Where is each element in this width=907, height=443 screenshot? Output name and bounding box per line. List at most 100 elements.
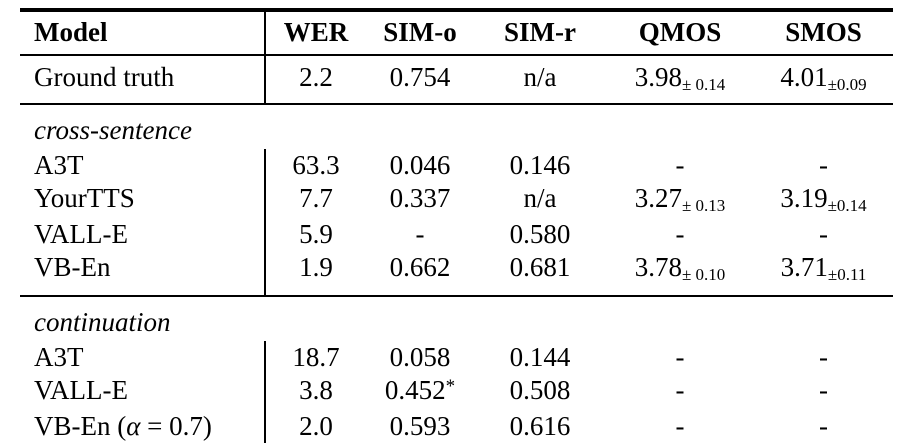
value: 0.508 [509,375,571,405]
model-label: VB-En [34,252,111,282]
cell-wer: 2.0 [265,410,366,443]
col-header-wer: WER [283,17,349,47]
cell-qmos: - [606,149,754,182]
model-label: VALL-E [34,219,128,249]
col-header-smos: SMOS [785,17,862,47]
cell-smos: 3.19±0.14 [754,182,893,218]
model-label: A3T [34,150,84,180]
stddev-subscript: ± 0.13 [681,196,726,215]
value: 5.9 [299,219,333,249]
cell-smos: - [754,374,893,410]
value: - [675,342,685,372]
cell-wer: 2.2 [265,55,366,104]
value: - [415,219,425,249]
value: 3.98 [634,62,682,92]
cell-wer: 18.7 [265,341,366,374]
cell-model: VALL-E [20,374,266,410]
results-table: Model WER SIM-o SIM-r QMOS SMOS Ground t… [20,8,893,443]
cell-wer: 3.8 [265,374,366,410]
value: 0.662 [389,252,451,282]
cell-sim-r: n/a [474,55,606,104]
value: 3.71 [780,252,828,282]
stddev-subscript: ±0.11 [827,265,867,284]
cell-sim-r: 0.144 [474,341,606,374]
stddev-subscript: ± 0.10 [681,265,726,284]
cell-model: VB-En [20,251,266,296]
stddev-subscript: ± 0.14 [681,75,726,94]
model-label: YourTTS [34,183,135,213]
cell-sim-r: 0.146 [474,149,606,182]
header-row: Model WER SIM-o SIM-r QMOS SMOS [20,10,893,55]
cell-sim-r: n/a [474,182,606,218]
value: 2.2 [299,62,333,92]
section-label-text: continuation [34,307,171,337]
value: - [819,411,828,441]
cell-model: A3T [20,341,266,374]
value: 0.580 [509,219,571,249]
table-row: VALL-E 3.8 0.452* 0.508 - - [20,374,893,410]
cell-sim-r: 0.616 [474,410,606,443]
cell-smos: - [754,341,893,374]
col-header-sim-o: SIM-o [383,17,457,47]
cell-qmos: - [606,374,754,410]
model-label: VALL-E [34,375,128,405]
cell-qmos: - [606,410,754,443]
asterisk-superscript: * [445,376,456,397]
table-row: YourTTS 7.7 0.337 n/a 3.27± 0.13 3.19±0.… [20,182,893,218]
value: - [819,150,828,180]
value: 0.754 [389,62,451,92]
cell-wer: 7.7 [265,182,366,218]
value: 4.01 [780,62,828,92]
cell-qmos: 3.98± 0.14 [606,55,754,104]
value: 3.19 [780,183,828,213]
table-row: VB-En 1.9 0.662 0.681 3.78± 0.10 3.71±0.… [20,251,893,296]
model-label-suffix: = 0.7) [140,411,212,441]
cell-model: A3T [20,149,266,182]
cell-smos: - [754,218,893,251]
cell-sim-r: 0.681 [474,251,606,296]
value: 0.144 [509,342,571,372]
cell-smos: 3.71±0.11 [754,251,893,296]
cell-qmos: 3.78± 0.10 [606,251,754,296]
value: 63.3 [292,150,340,180]
cell-wer: 1.9 [265,251,366,296]
value: 0.452 [384,375,446,405]
section-label: continuation [20,296,893,341]
stddev-subscript: ±0.09 [827,75,867,94]
value: - [675,219,685,249]
model-label: VB-En ( [34,411,127,441]
cell-smos: 4.01±0.09 [754,55,893,104]
row-ground-truth: Ground truth 2.2 0.754 n/a 3.98± 0.14 4.… [20,55,893,104]
table-row: A3T 63.3 0.046 0.146 - - [20,149,893,182]
col-header-qmos: QMOS [638,17,722,47]
cell-qmos: - [606,218,754,251]
col-header-model: Model [20,10,266,55]
value: - [675,411,685,441]
value: n/a [523,183,557,213]
section-label-text: cross-sentence [34,115,192,145]
cell-model: YourTTS [20,182,266,218]
model-label: Ground truth [34,62,175,92]
table-row: VB-En (α = 0.7) 2.0 0.593 0.616 - - [20,410,893,443]
cell-model: VALL-E [20,218,266,251]
cell-sim-o: 0.754 [366,55,474,104]
value: - [675,150,685,180]
value: 0.337 [389,183,451,213]
cell-model: Ground truth [20,55,266,104]
cell-qmos: 3.27± 0.13 [606,182,754,218]
value: n/a [523,62,557,92]
col-header-sim-r: SIM-r [504,17,576,47]
cell-sim-o: 0.058 [366,341,474,374]
value: 2.0 [299,411,333,441]
value: 0.616 [509,411,571,441]
section-row-cross-sentence: cross-sentence [20,104,893,149]
cell-sim-r: 0.580 [474,218,606,251]
cell-sim-o: 0.662 [366,251,474,296]
cell-wer: 63.3 [265,149,366,182]
value: - [819,375,828,405]
value: - [819,219,828,249]
cell-sim-o: 0.337 [366,182,474,218]
section-label: cross-sentence [20,104,893,149]
value: 7.7 [299,183,333,213]
